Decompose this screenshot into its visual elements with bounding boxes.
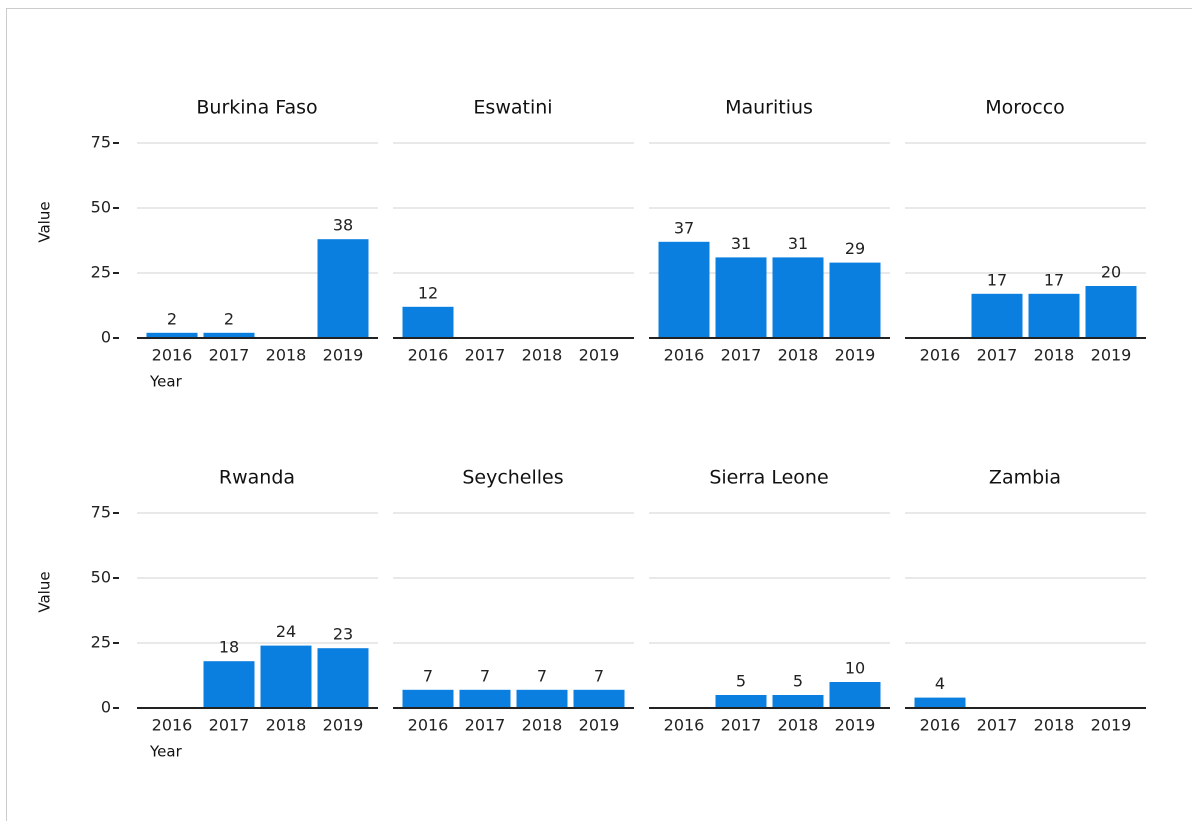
bar xyxy=(715,257,767,338)
y-tick-label: 75 xyxy=(91,503,111,522)
bar xyxy=(658,241,710,338)
x-tick-label: 2017 xyxy=(977,716,1018,735)
bar xyxy=(203,661,255,708)
value-label: 31 xyxy=(731,234,751,253)
panel-title: Burkina Faso xyxy=(196,97,317,119)
x-tick-label: 2016 xyxy=(920,716,961,735)
bar xyxy=(317,648,369,708)
x-tick-label: 2019 xyxy=(323,716,364,735)
bar xyxy=(402,689,454,708)
x-tick-label: 2017 xyxy=(465,346,506,365)
value-label: 2 xyxy=(167,309,177,328)
bar xyxy=(402,306,454,338)
value-label: 17 xyxy=(987,270,1007,289)
panel-title: Morocco xyxy=(985,97,1065,119)
value-label: 12 xyxy=(418,283,438,302)
bar xyxy=(1028,293,1080,338)
x-axis-label: Year xyxy=(149,743,183,761)
x-tick-label: 2019 xyxy=(1091,716,1132,735)
x-tick-label: 2017 xyxy=(209,716,250,735)
panel-title: Rwanda xyxy=(219,467,295,489)
value-label: 4 xyxy=(935,674,945,693)
bar xyxy=(516,689,568,708)
panel-title: Seychelles xyxy=(462,467,563,489)
y-tick-label: 75 xyxy=(91,133,111,152)
value-label: 24 xyxy=(276,622,296,641)
value-label: 17 xyxy=(1044,270,1064,289)
panel-title: Eswatini xyxy=(473,97,552,119)
value-label: 7 xyxy=(594,666,604,685)
value-label: 18 xyxy=(219,638,239,657)
bar xyxy=(1085,286,1137,338)
x-tick-label: 2018 xyxy=(266,346,307,365)
value-label: 38 xyxy=(333,216,353,235)
x-tick-label: 2019 xyxy=(1091,346,1132,365)
x-tick-label: 2019 xyxy=(835,346,876,365)
y-tick-label: 0 xyxy=(101,328,111,347)
x-tick-label: 2016 xyxy=(408,716,449,735)
value-label: 29 xyxy=(845,239,865,258)
value-label: 7 xyxy=(480,666,490,685)
x-tick-label: 2018 xyxy=(522,346,563,365)
x-tick-label: 2017 xyxy=(977,346,1018,365)
x-tick-label: 2016 xyxy=(408,346,449,365)
bar xyxy=(971,293,1023,338)
x-tick-label: 2018 xyxy=(778,716,819,735)
x-tick-label: 2017 xyxy=(721,716,762,735)
bar xyxy=(715,695,767,708)
panel-title: Sierra Leone xyxy=(709,467,828,489)
value-label: 20 xyxy=(1101,263,1121,282)
x-tick-label: 2016 xyxy=(152,346,193,365)
y-tick-label: 50 xyxy=(91,568,111,587)
value-label: 7 xyxy=(537,666,547,685)
bar xyxy=(146,332,198,338)
value-label: 7 xyxy=(423,666,433,685)
x-tick-label: 2019 xyxy=(579,346,620,365)
frame xyxy=(6,8,1192,821)
y-tick-label: 50 xyxy=(91,198,111,217)
x-tick-label: 2016 xyxy=(664,716,705,735)
value-label: 31 xyxy=(788,234,808,253)
bar xyxy=(829,682,881,708)
y-tick-label: 0 xyxy=(101,698,111,717)
x-tick-label: 2016 xyxy=(152,716,193,735)
value-label: 37 xyxy=(674,218,694,237)
value-label: 5 xyxy=(736,672,746,691)
x-tick-label: 2018 xyxy=(1034,346,1075,365)
x-tick-label: 2017 xyxy=(209,346,250,365)
x-tick-label: 2017 xyxy=(465,716,506,735)
y-tick-label: 25 xyxy=(91,263,111,282)
x-tick-label: 2018 xyxy=(266,716,307,735)
value-label: 23 xyxy=(333,625,353,644)
x-tick-label: 2017 xyxy=(721,346,762,365)
x-tick-label: 2018 xyxy=(1034,716,1075,735)
bar xyxy=(914,697,966,708)
value-label: 2 xyxy=(224,309,234,328)
value-label: 10 xyxy=(845,659,865,678)
panel-title: Mauritius xyxy=(725,97,813,119)
y-axis-label: Value xyxy=(36,571,54,612)
bar xyxy=(829,262,881,338)
y-tick-label: 25 xyxy=(91,633,111,652)
x-tick-label: 2018 xyxy=(778,346,819,365)
x-tick-label: 2016 xyxy=(664,346,705,365)
value-label: 5 xyxy=(793,672,803,691)
y-axis-label: Value xyxy=(36,201,54,242)
bar xyxy=(317,239,369,338)
bar xyxy=(573,689,625,708)
bar xyxy=(772,695,824,708)
x-axis-label: Year xyxy=(149,373,183,391)
panel-title: Zambia xyxy=(989,467,1061,489)
x-tick-label: 2019 xyxy=(579,716,620,735)
bar xyxy=(459,689,511,708)
bar xyxy=(203,332,255,338)
bar xyxy=(260,645,312,708)
x-tick-label: 2019 xyxy=(323,346,364,365)
x-tick-label: 2016 xyxy=(920,346,961,365)
x-tick-label: 2018 xyxy=(522,716,563,735)
bar xyxy=(772,257,824,338)
x-tick-label: 2019 xyxy=(835,716,876,735)
